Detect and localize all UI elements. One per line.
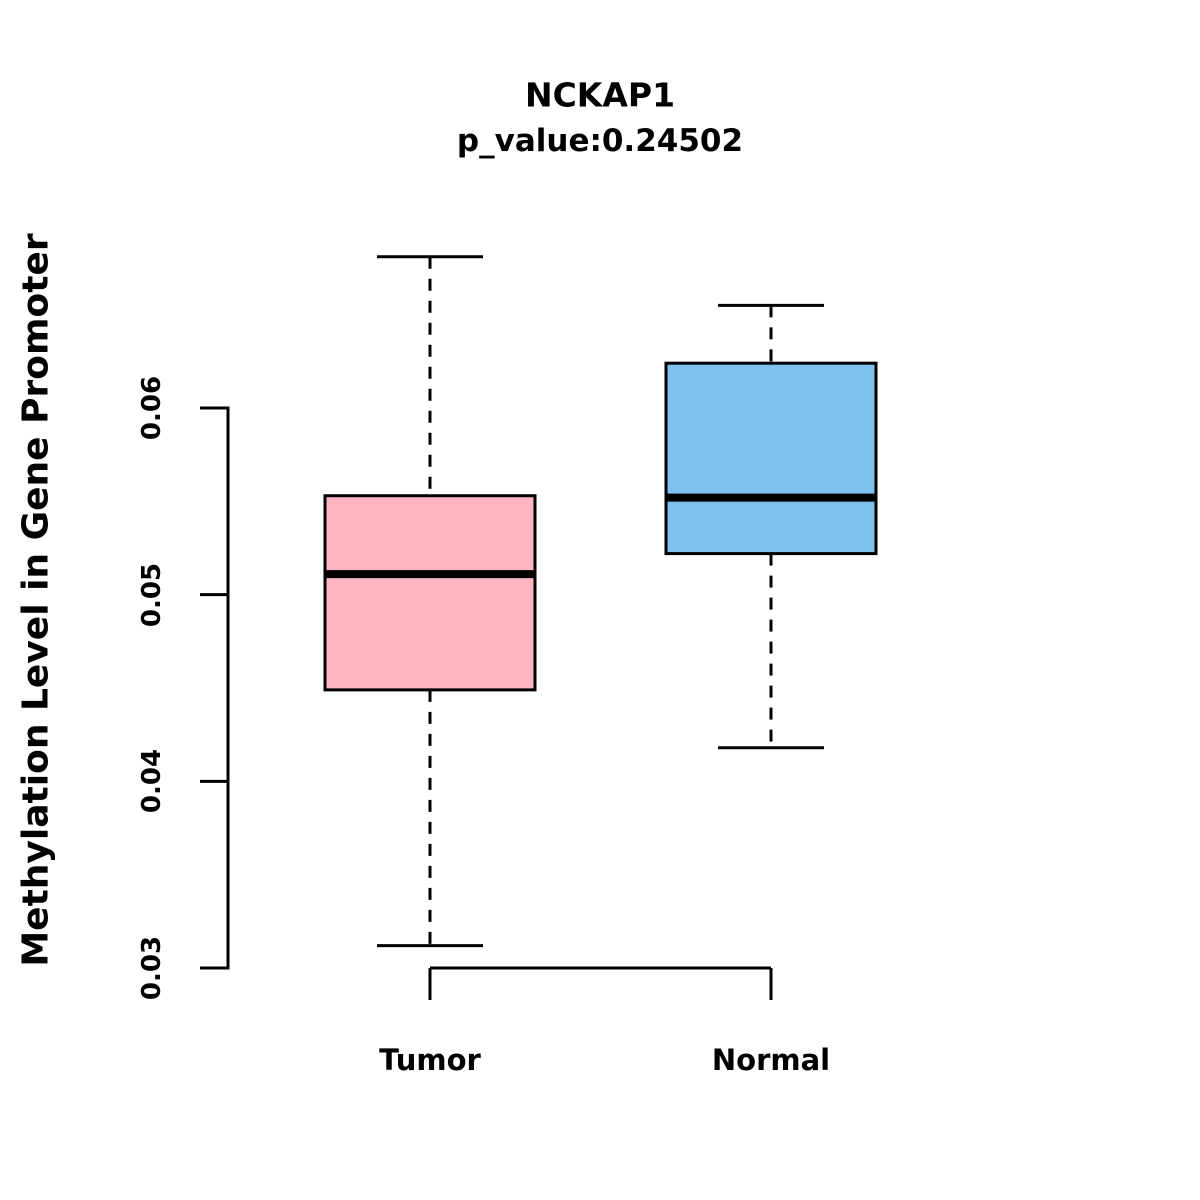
y-tick-label-0.03: 0.03 [137, 935, 167, 1001]
chart-subtitle: p_value:0.24502 [456, 123, 744, 159]
x-category-label-tumor: Tumor [379, 1043, 481, 1077]
chart-title: NCKAP1 [524, 75, 676, 115]
tumor-box [323, 494, 537, 692]
x-category-label-normal: Normal [711, 1043, 831, 1077]
y-axis-label: Methylation Level in Gene Promoter [15, 233, 57, 967]
normal-box [664, 361, 878, 556]
y-tick-label-0.05: 0.05 [137, 562, 167, 628]
y-tick-label-0.06: 0.06 [137, 375, 167, 441]
y-tick-label-0.04: 0.04 [137, 748, 167, 814]
